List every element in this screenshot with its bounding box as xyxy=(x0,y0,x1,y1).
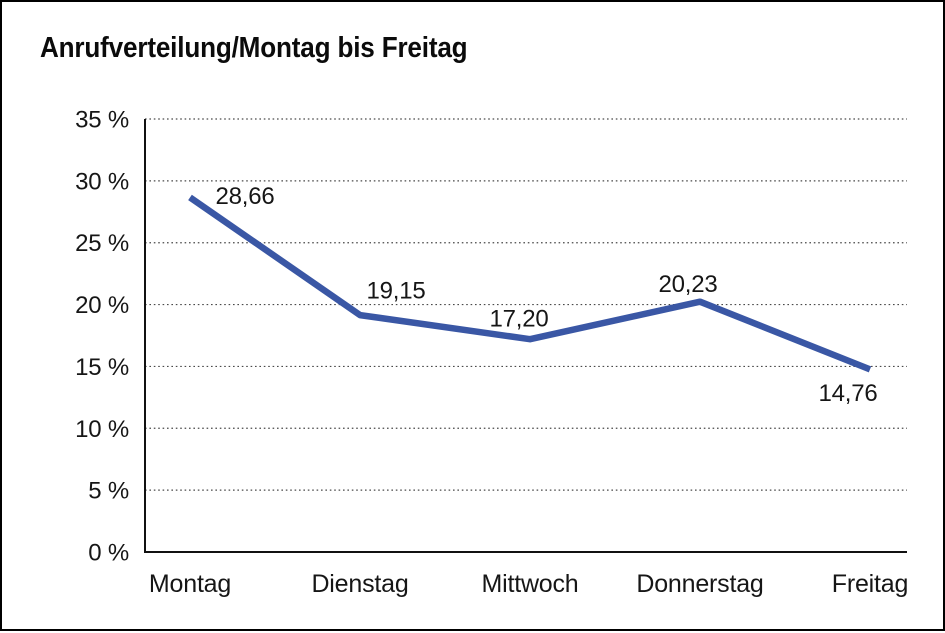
data-value-labels: 28,66 19,15 17,20 20,23 14,76 xyxy=(215,183,877,407)
x-axis-category-labels: Montag Dienstag Mittwoch Donnerstag Freitag xyxy=(149,570,909,598)
y-tick-label: 25 % xyxy=(75,230,129,257)
data-point-value-label: 19,15 xyxy=(366,278,425,305)
category-label: Donnerstag xyxy=(636,570,763,598)
data-point-value-label: 17,20 xyxy=(489,306,548,333)
y-tick-label: 0 % xyxy=(88,540,129,567)
data-series xyxy=(188,194,872,373)
y-tick-label: 15 % xyxy=(75,354,129,381)
y-tick-label: 20 % xyxy=(75,292,129,319)
data-point-value-label: 20,23 xyxy=(658,271,717,298)
category-label: Mittwoch xyxy=(481,570,578,598)
data-point-value-label: 28,66 xyxy=(215,183,274,210)
category-label: Dienstag xyxy=(311,570,408,598)
y-tick-label: 5 % xyxy=(88,478,129,505)
category-label: Freitag xyxy=(832,570,908,598)
y-axis-tick-labels: 0 % 5 % 10 % 15 % 20 % 25 % 30 % 35 % xyxy=(75,107,129,567)
data-point-value-label: 14,76 xyxy=(818,380,877,407)
category-label: Montag xyxy=(149,570,231,598)
y-tick-label: 35 % xyxy=(75,107,129,134)
chart-title: Anrufverteilung/Montag bis Freitag xyxy=(40,32,468,64)
y-tick-label: 30 % xyxy=(75,168,129,195)
series-line xyxy=(188,194,872,373)
y-tick-label: 10 % xyxy=(75,416,129,443)
axes xyxy=(144,119,907,553)
gridlines xyxy=(145,118,907,491)
